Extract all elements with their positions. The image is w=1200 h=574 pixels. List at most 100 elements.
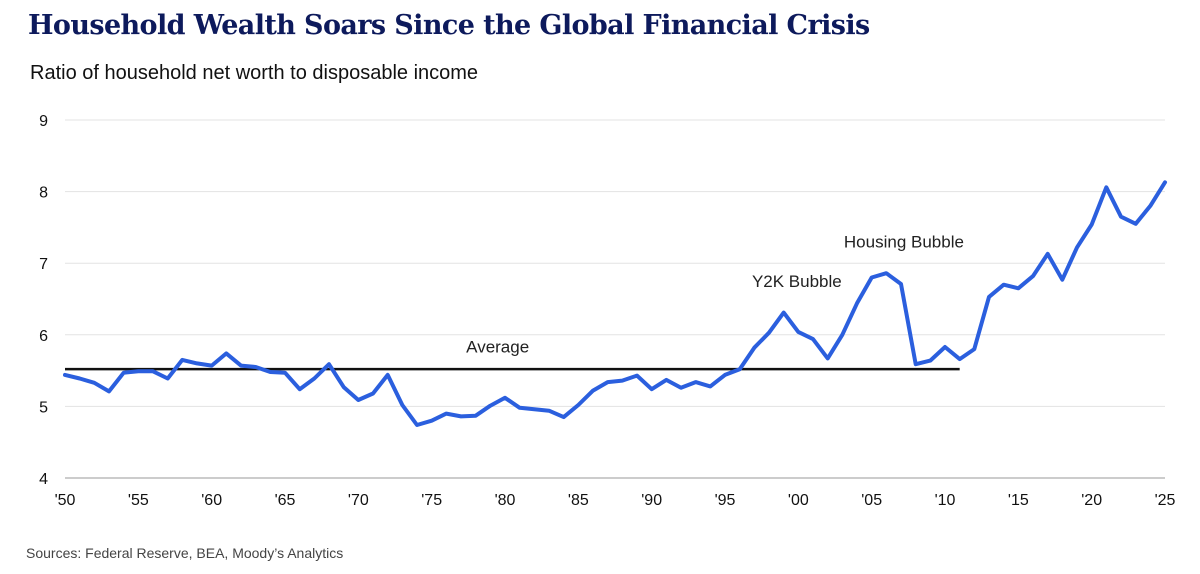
y-tick-label: 4: [39, 471, 48, 488]
gridlines: [65, 119, 1165, 407]
data-point: [987, 295, 991, 299]
data-point: [606, 380, 610, 384]
data-point: [796, 330, 800, 334]
data-point: [1148, 204, 1152, 208]
data-point: [415, 423, 419, 427]
data-point: [488, 404, 492, 408]
annotation-average: Average: [466, 338, 529, 357]
data-point: [400, 403, 404, 407]
data-point: [239, 364, 243, 368]
data-point: [386, 373, 390, 377]
data-point: [1163, 180, 1167, 184]
y-axis-ticks: 4 5 6 7 8 9: [39, 113, 48, 488]
data-point: [298, 387, 302, 391]
data-point: [752, 346, 756, 350]
x-tick-label: '00: [788, 492, 809, 509]
data-point: [195, 361, 199, 365]
data-point: [547, 409, 551, 413]
data-point: [92, 381, 96, 385]
data-point: [738, 367, 742, 371]
data-point: [562, 415, 566, 419]
data-point: [459, 414, 463, 418]
data-point: [122, 371, 126, 375]
data-point: [268, 370, 272, 374]
data-point: [78, 376, 82, 380]
data-point: [371, 392, 375, 396]
data-point: [224, 351, 228, 355]
data-point: [1016, 286, 1020, 290]
data-point: [723, 373, 727, 377]
data-point: [782, 311, 786, 315]
y-tick-label: 8: [39, 185, 48, 202]
x-tick-label: '25: [1155, 492, 1176, 509]
data-point: [840, 333, 844, 337]
data-point: [166, 376, 170, 380]
chart-subtitle: Ratio of household net worth to disposab…: [30, 62, 479, 84]
data-point: [767, 331, 771, 335]
data-point: [1031, 274, 1035, 278]
data-point: [914, 362, 918, 366]
data-point: [635, 374, 639, 378]
data-point: [826, 356, 830, 360]
data-point: [870, 276, 874, 280]
data-point: [503, 396, 507, 400]
data-point: [884, 271, 888, 275]
annotation-housing-bubble: Housing Bubble: [844, 232, 964, 251]
data-point: [1119, 215, 1123, 219]
data-point: [591, 389, 595, 393]
x-tick-label: '95: [715, 492, 736, 509]
data-point: [136, 369, 140, 373]
data-point: [664, 378, 668, 382]
data-point: [63, 373, 67, 377]
x-tick-label: '80: [495, 492, 516, 509]
data-point: [958, 357, 962, 361]
annotation-y2k-bubble: Y2K Bubble: [752, 272, 842, 291]
x-tick-label: '60: [201, 492, 222, 509]
series-points: [63, 180, 1167, 427]
series-line-net-worth-ratio: [63, 180, 1167, 427]
data-point: [943, 345, 947, 349]
y-tick-label: 6: [39, 328, 48, 345]
data-point: [972, 347, 976, 351]
y-tick-label: 9: [39, 113, 48, 130]
x-tick-label: '70: [348, 492, 369, 509]
x-tick-label: '15: [1008, 492, 1029, 509]
x-tick-label: '05: [861, 492, 882, 509]
data-point: [254, 365, 258, 369]
data-point: [210, 364, 214, 368]
data-point: [1060, 278, 1064, 282]
data-point: [430, 419, 434, 423]
chart-source: Sources: Federal Reserve, BEA, Moody’s A…: [26, 545, 344, 561]
x-tick-label: '65: [275, 492, 296, 509]
data-point: [694, 380, 698, 384]
data-point: [855, 301, 859, 305]
data-point: [1075, 245, 1079, 249]
data-point: [899, 282, 903, 286]
data-point: [342, 385, 346, 389]
data-point: [151, 369, 155, 373]
chart-title: Household Wealth Soars Since the Global …: [28, 10, 870, 41]
data-point: [1046, 252, 1050, 256]
data-point: [576, 403, 580, 407]
y-tick-label: 7: [39, 256, 48, 273]
data-point: [1134, 222, 1138, 226]
data-point: [356, 398, 360, 402]
data-point: [620, 379, 624, 383]
data-point: [811, 337, 815, 341]
data-point: [444, 412, 448, 416]
x-axis-ticks: '50 '55 '60 '65 '70 '75 '80 '85 '90 '95 '00 '05 '10 '…: [55, 492, 1176, 509]
x-tick-label: '10: [935, 492, 956, 509]
x-tick-label: '55: [128, 492, 149, 509]
data-point: [283, 371, 287, 375]
data-point: [180, 358, 184, 362]
x-tick-label: '85: [568, 492, 589, 509]
x-tick-label: '50: [55, 492, 76, 509]
data-point: [532, 407, 536, 411]
data-point: [327, 362, 331, 366]
data-point: [679, 386, 683, 390]
data-point: [1002, 283, 1006, 287]
data-point: [708, 384, 712, 388]
data-point: [474, 414, 478, 418]
x-tick-label: '75: [421, 492, 442, 509]
data-point: [518, 406, 522, 410]
